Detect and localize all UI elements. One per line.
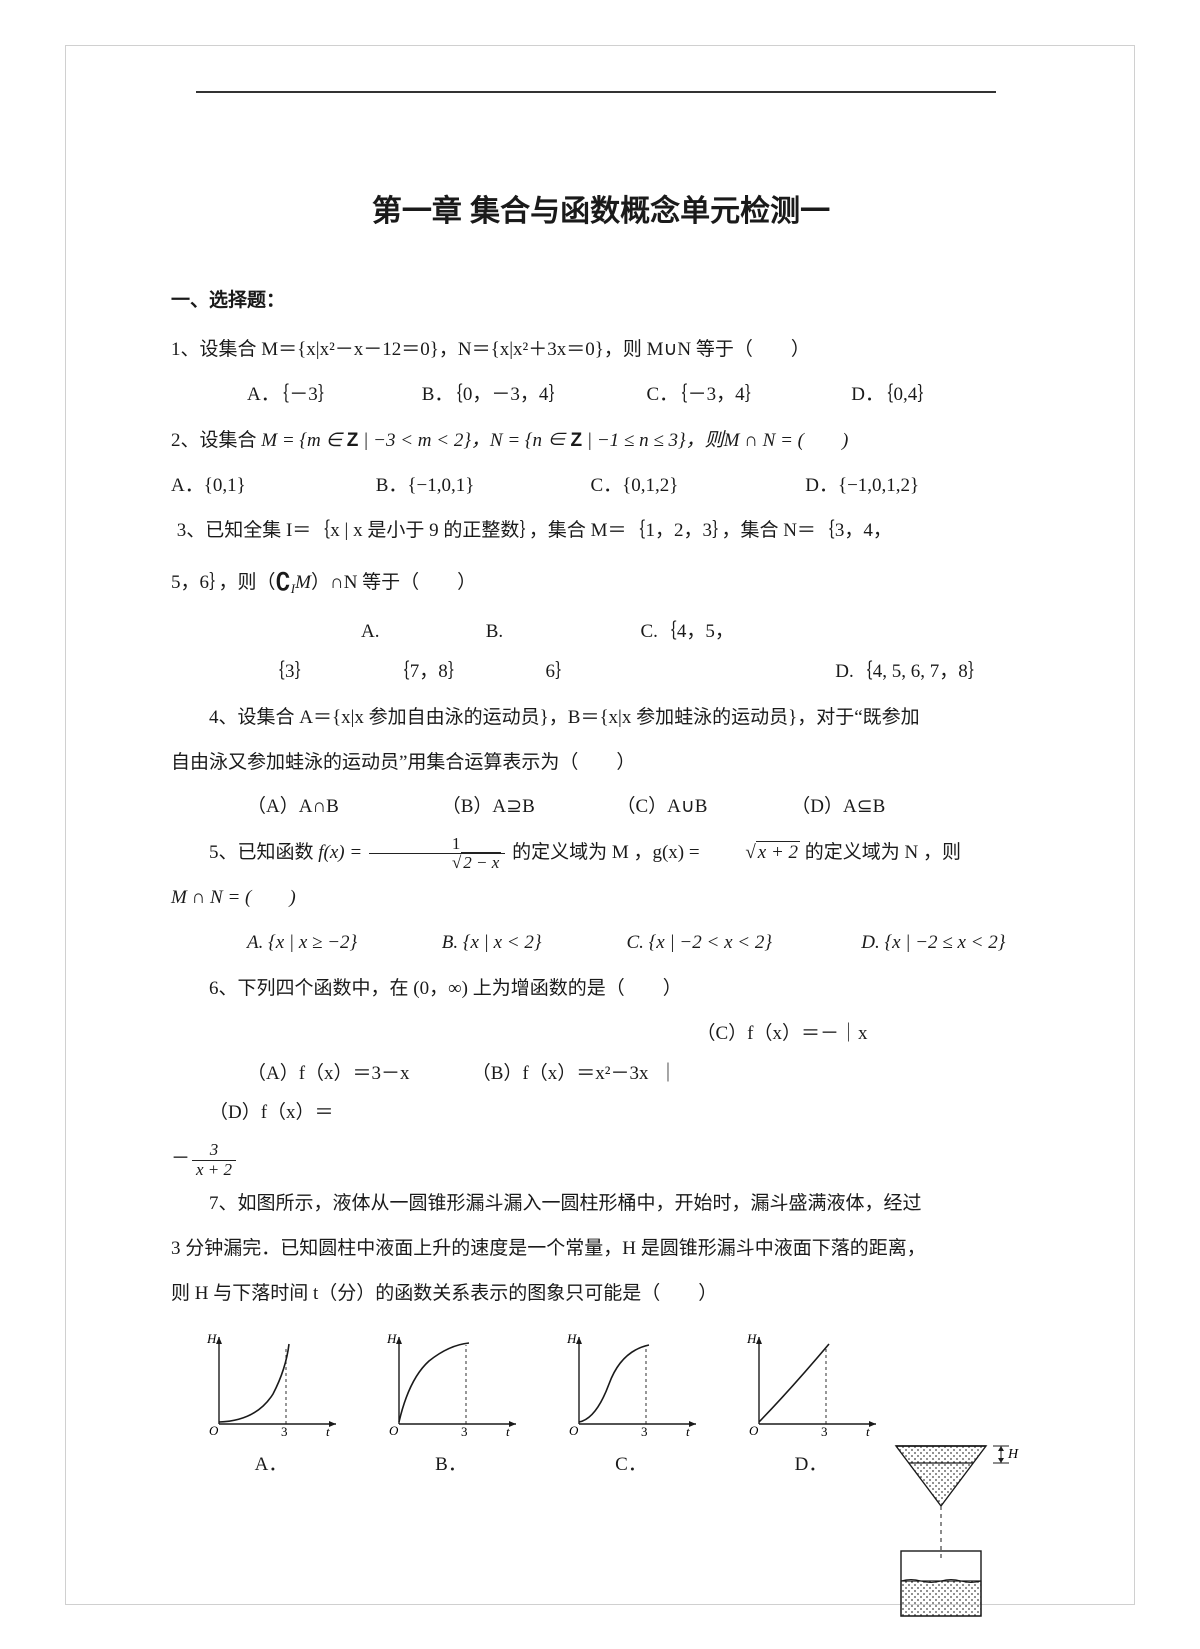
svg-text:H: H	[206, 1331, 217, 1346]
svg-text:H: H	[746, 1331, 757, 1346]
fraction: 12 − x	[369, 835, 505, 873]
q2-opt-b: B．{−1,0,1}	[376, 466, 586, 506]
q2-options: A．{0,1} B．{−1,0,1} C．{0,1,2} D．{−1,0,1,2…	[171, 466, 1031, 506]
graph-d: H O 3 t	[741, 1329, 881, 1439]
svg-text:O: O	[209, 1423, 219, 1438]
svg-text:O: O	[389, 1423, 399, 1438]
q4-stem-l2: 自由泳又参加蛙泳的运动员”用集合运算表示为（ ）	[171, 743, 1031, 784]
q1-options: A．｛－3｝ B．｛0，－3，4｝ C．｛－3，4｝ D．｛0,4｝	[171, 375, 1031, 415]
q6-stem: 6、下列四个函数中，在 (0，∞) 上为增函数的是（ ）	[171, 969, 1031, 1010]
sqrt-icon: x + 2	[704, 833, 800, 874]
page-frame: 第一章 集合与函数概念单元检测一 一、选择题： 1、设集合 M＝{x|x²－x－…	[65, 45, 1135, 1605]
q7-stem-l1: 7、如图所示，液体从一圆锥形漏斗漏入一圆柱形桶中，开始时，漏斗盛满液体，经过	[171, 1184, 1031, 1225]
svg-text:O: O	[569, 1423, 579, 1438]
svg-text:t: t	[686, 1424, 690, 1439]
q3-opt-a: A.｛3｝	[266, 612, 386, 692]
q5-stem-l2: M ∩ N = ( )	[171, 878, 1031, 919]
q4-opt-a: （A）A∩B	[209, 787, 399, 827]
q5-opt-c: C. {x | −2 < x < 2}	[589, 923, 819, 963]
q6-opt-a: （A）f（x）＝3－x	[209, 1054, 429, 1094]
q6-opt-b: （B）f（x）＝x²－3x	[434, 1054, 654, 1094]
svg-text:t: t	[326, 1424, 330, 1439]
q7-graphs: H O 3 t H O 3 t	[201, 1329, 1031, 1439]
funnel-figure: H	[881, 1431, 1021, 1636]
q6-opt-d-frac: －3x + 2	[171, 1139, 1031, 1180]
q3-stem-l2: 5，6｝，则（∁IM）∩N 等于（ ）	[171, 556, 1031, 608]
q4-stem-l1: 4、设集合 A＝{x|x 参加自由泳的运动员}，B＝{x|x 参加蛙泳的运动员}…	[171, 698, 1031, 739]
q4-options: （A）A∩B （B）A⊇B （C）A∪B （D）A⊆B	[171, 787, 1031, 827]
complement-symbol: ∁	[276, 558, 291, 610]
graph-b: H O 3 t	[381, 1329, 521, 1439]
q7-label-b: B．	[381, 1449, 521, 1476]
sqrt-icon: 2 − x	[411, 854, 501, 873]
q2-opt-c: C．{0,1,2}	[591, 466, 801, 506]
q5-options: A. {x | x ≥ −2} B. {x | x < 2} C. {x | −…	[171, 923, 1031, 963]
header-rule	[196, 91, 996, 93]
q6-opt-c: （C）f（x）＝－｜x｜	[659, 1014, 879, 1094]
graph-a: H O 3 t	[201, 1329, 341, 1439]
q4-opt-d: （D）A⊆B	[753, 787, 885, 827]
chapter-title: 第一章 集合与函数概念单元检测一	[171, 186, 1031, 230]
q1-opt-d: D．｛0,4｝	[813, 375, 936, 415]
q7-stem-l2: 3 分钟漏完．已知圆柱中液面上升的速度是一个常量，H 是圆锥形漏斗中液面下落的距…	[171, 1229, 1031, 1270]
svg-text:3: 3	[821, 1424, 828, 1439]
q5-opt-d: D. {x | −2 ≤ x < 2}	[823, 923, 1005, 963]
q2-stem: 2、设集合 M = {m ∈ Z | −3 < m < 2}，N = {n ∈ …	[171, 421, 1031, 462]
q1-opt-c: C．｛－3，4｝	[609, 375, 809, 415]
q3-stem-l1: 3、已知全集 I＝｛x | x 是小于 9 的正整数｝，集合 M＝｛1，2，3｝…	[171, 511, 1031, 552]
q2-opt-a: A．{0,1}	[171, 466, 371, 506]
q7-stem-l3: 则 H 与下落时间 t（分）的函数关系表示的图象只可能是（ ）	[171, 1274, 1031, 1315]
q5-opt-b: B. {x | x < 2}	[404, 923, 584, 963]
svg-text:t: t	[506, 1424, 510, 1439]
fraction: 3x + 2	[192, 1141, 236, 1179]
q5-stem: 5、已知函数 f(x) = 12 − x 的定义域为 M ，g(x) = x +…	[171, 833, 1031, 874]
q6-opt-d-pre: （D）f（x）＝	[171, 1093, 334, 1133]
q7-label-c: C．	[561, 1449, 701, 1476]
svg-text:3: 3	[461, 1424, 468, 1439]
svg-text:H: H	[386, 1331, 397, 1346]
q4-opt-c: （C）A∪B	[579, 787, 749, 827]
graph-c: H O 3 t	[561, 1329, 701, 1439]
q3-opt-b: B.｛7，8｝	[391, 612, 541, 692]
svg-text:3: 3	[281, 1424, 288, 1439]
q1-opt-a: A．｛－3｝	[209, 375, 379, 415]
svg-text:H: H	[566, 1331, 577, 1346]
q2-opt-d: D．{−1,0,1,2}	[805, 466, 919, 506]
svg-text:t: t	[866, 1424, 870, 1439]
svg-text:O: O	[749, 1423, 759, 1438]
q7-label-d: D．	[741, 1449, 881, 1476]
svg-text:3: 3	[641, 1424, 648, 1439]
q1-stem: 1、设集合 M＝{x|x²－x－12＝0}，N＝{x|x²＋3x＝0}，则 M∪…	[171, 330, 1031, 371]
q4-opt-b: （B）A⊇B	[404, 787, 574, 827]
q3-opt-d: D.｛4, 5, 6, 7，8｝	[740, 652, 986, 692]
section-heading: 一、选择题：	[171, 285, 1031, 312]
svg-text:H: H	[1007, 1447, 1019, 1462]
q3-options: A.｛3｝ B.｛7，8｝ C.｛4，5，6｝ D.｛4, 5, 6, 7，8｝	[171, 612, 1031, 692]
q5-opt-a: A. {x | x ≥ −2}	[209, 923, 399, 963]
document-content: 第一章 集合与函数概念单元检测一 一、选择题： 1、设集合 M＝{x|x²－x－…	[171, 186, 1031, 1476]
q7-label-a: A．	[201, 1449, 341, 1476]
q3-opt-c: C.｛4，5，6｝	[546, 612, 736, 692]
q1-opt-b: B．｛0，－3，4｝	[384, 375, 604, 415]
q6-options-l1: （A）f（x）＝3－x （B）f（x）＝x²－3x （C）f（x）＝－｜x｜ （…	[171, 1014, 1031, 1134]
